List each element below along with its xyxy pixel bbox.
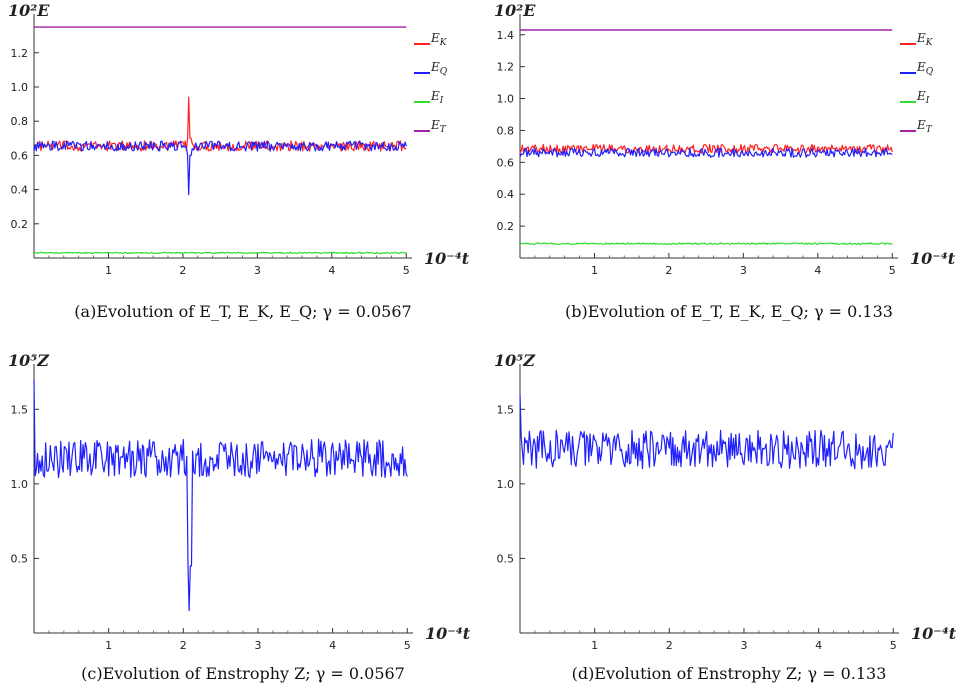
panel-enstrophy-c: 1 2 3 4 5 0.5 1.0 1.5 10⁵Z 10⁻⁴t (c)Evolution of … [0, 350, 486, 696]
x-tick-label: 5 [890, 639, 897, 652]
series-line-e_i [519, 242, 893, 245]
y-tick-label: 1.0 [497, 478, 515, 491]
caption-a: (a)Evolution of E_T, E_K, E_Q; γ = 0.056… [74, 302, 412, 321]
legend-entry: EI [430, 89, 444, 106]
y-tick-label: 0.5 [497, 552, 515, 565]
y-axis-label: 10⁵Z [494, 351, 536, 370]
y-tick-label: 0.8 [11, 115, 29, 128]
y-tick-label: 1.4 [497, 29, 515, 42]
y-tick-label: 0.4 [497, 188, 515, 201]
panel-energy-b: 1 2 3 4 5 0.2 0.4 0.6 0.8 1.0 1.2 1.4 10²E 10⁻⁴t EK EQ E… [486, 0, 972, 335]
x-tick-label: 1 [105, 264, 112, 277]
x-tick-label: 4 [328, 264, 335, 277]
x-tick-label: 2 [665, 264, 672, 277]
x-axis-label: 10⁻⁴t [911, 624, 957, 643]
x-axis-label: 10⁻⁴t [424, 249, 470, 268]
series-line-e_k [33, 96, 407, 152]
x-tick-label: 3 [740, 639, 747, 652]
x-tick-label: 2 [666, 639, 673, 652]
y-tick-label: 0.6 [497, 156, 515, 169]
x-tick-label: 2 [180, 639, 187, 652]
caption-d: (d)Evolution of Enstrophy Z; γ = 0.133 [571, 664, 887, 683]
legend-entry: EQ [916, 60, 934, 77]
x-tick-label: 1 [591, 639, 598, 652]
x-tick-label: 1 [591, 264, 598, 277]
y-tick-label: 1.0 [497, 93, 515, 106]
series-line-e_q [519, 147, 893, 158]
x-axis-label: 10⁻⁴t [425, 624, 471, 643]
x-tick-label: 4 [815, 639, 822, 652]
x-tick-label: 3 [740, 264, 747, 277]
x-tick-label: 5 [404, 639, 411, 652]
y-tick-label: 0.8 [497, 124, 515, 137]
series-line-z [519, 394, 894, 470]
chart-energy-a: 1 2 3 4 5 0.2 0.4 0.6 0.8 1.0 1.2 10²E 10⁻⁴t EK EQ EI ET [8, 1, 470, 277]
y-tick-label: 1.5 [11, 403, 29, 416]
x-tick-label: 5 [403, 264, 410, 277]
y-tick-label: 0.2 [497, 220, 515, 233]
y-tick-label: 1.2 [11, 47, 29, 60]
y-axis-label: 10²E [8, 1, 50, 20]
caption-c: (c)Evolution of Enstrophy Z; γ = 0.0567 [81, 664, 405, 683]
y-tick-label: 0.2 [11, 218, 29, 231]
x-tick-label: 1 [105, 639, 112, 652]
y-tick-label: 0.5 [11, 552, 29, 565]
legend-entry: EQ [430, 60, 448, 77]
x-tick-label: 2 [179, 264, 186, 277]
panel-energy-a: 1 2 3 4 5 0.2 0.4 0.6 0.8 1.0 1.2 10²E 10⁻⁴t EK EQ EI ET… [0, 0, 486, 335]
y-tick-label: 1.2 [497, 61, 515, 74]
y-tick-label: 0.4 [11, 184, 29, 197]
series-line-e_i [33, 251, 407, 255]
caption-b: (b)Evolution of E_T, E_K, E_Q; γ = 0.133 [565, 302, 893, 321]
x-axis-label: 10⁻⁴t [910, 249, 956, 268]
legend-entry: EK [916, 31, 934, 48]
chart-enstrophy-d: 1 2 3 4 5 0.5 1.0 1.5 10⁵Z 10⁻⁴t [494, 351, 957, 652]
y-axis-label: 10⁵Z [8, 351, 50, 370]
x-tick-label: 5 [889, 264, 896, 277]
panel-enstrophy-d: 1 2 3 4 5 0.5 1.0 1.5 10⁵Z 10⁻⁴t (d)Evolution of … [486, 350, 972, 696]
chart-enstrophy-c: 1 2 3 4 5 0.5 1.0 1.5 10⁵Z 10⁻⁴t [8, 351, 471, 652]
legend-entry: ET [916, 118, 933, 135]
legend-entry: EK [430, 31, 448, 48]
y-tick-label: 1.0 [11, 478, 29, 491]
legend-entry: ET [430, 118, 447, 135]
legend-entry: EI [916, 89, 930, 106]
y-tick-label: 1.5 [497, 403, 515, 416]
series-line-z [33, 379, 408, 612]
y-tick-label: 0.6 [11, 149, 29, 162]
x-tick-label: 3 [254, 264, 261, 277]
y-tick-label: 1.0 [11, 81, 29, 94]
y-axis-label: 10²E [494, 1, 536, 20]
x-tick-label: 3 [254, 639, 261, 652]
x-tick-label: 4 [329, 639, 336, 652]
series-line-e_q [33, 140, 407, 196]
chart-energy-b: 1 2 3 4 5 0.2 0.4 0.6 0.8 1.0 1.2 1.4 10²E 10⁻⁴t EK EQ E… [494, 1, 956, 277]
x-tick-label: 4 [814, 264, 821, 277]
